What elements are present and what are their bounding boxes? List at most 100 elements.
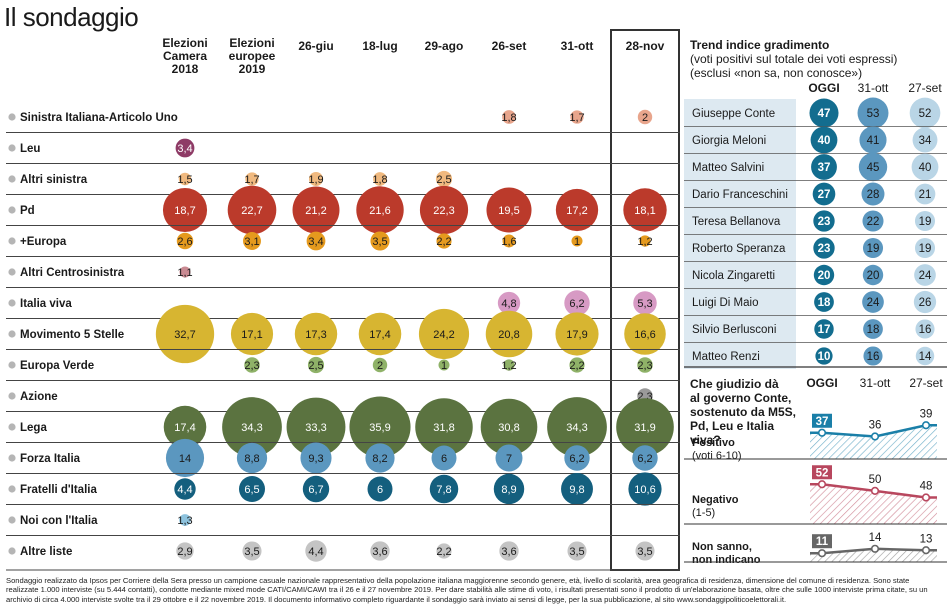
bubble-leu-0 xyxy=(175,138,195,158)
giudizio-value-box-positivo-2 xyxy=(916,406,936,421)
giudizio-value-positivo-2: 39 xyxy=(920,408,933,420)
row-label-movimento-5-stelle: Movimento 5 Stelle xyxy=(20,329,124,341)
row-bullet xyxy=(8,144,16,152)
giudizio-value-box-non-sanno-non-indicano-2 xyxy=(916,531,936,546)
bubble-label-sinistra-italiana-articolo-uno-6: 1,7 xyxy=(569,112,584,124)
row-label-leu: Leu xyxy=(20,143,40,155)
bubble-label-italia-viva-6: 6,2 xyxy=(569,298,584,310)
column-header-elezioni-europee-2019: Elezioni xyxy=(229,36,274,50)
trend-bubble-teresa-bellanova-0 xyxy=(813,210,835,232)
footnote: Sondaggio realizzato da Ipsos per Corrie… xyxy=(6,576,928,604)
trend-value-dario-franceschini-0: 27 xyxy=(818,189,831,201)
bubble-label-pd-6: 17,2 xyxy=(566,205,587,217)
bubble-label-fratelli-d-italia-2: 6,7 xyxy=(308,484,323,496)
bubble-label-movimento-5-stelle-0: 32,7 xyxy=(174,329,195,341)
bubble-label-europa-verde-1: 2,3 xyxy=(244,360,259,372)
trend-title-main: Trend indice gradimento xyxy=(690,38,830,52)
giudizio-value-box-non-sanno-non-indicano-1 xyxy=(865,529,885,544)
row-label-altri-centrosinistra: Altri Centrosinistra xyxy=(20,267,125,279)
column-header-elezioni-camera-2018: 2018 xyxy=(172,62,199,76)
giudizio-x-31-ott: 31-ott xyxy=(860,376,891,390)
giudizio-value-positivo-0: 37 xyxy=(816,416,829,428)
bubble-label-italia-viva-5: 4,8 xyxy=(501,298,516,310)
bubble-movimento-5-stelle-1 xyxy=(230,312,274,356)
giudizio-value-box-negativo-2 xyxy=(916,478,936,493)
row-label-sinistra-italiana-articolo-uno: Sinistra Italiana-Articolo Uno xyxy=(20,112,178,124)
trend-name-matteo-salvini: Matteo Salvini xyxy=(692,162,764,174)
bubble-label-lega-0: 17,4 xyxy=(174,422,195,434)
row-bullet xyxy=(8,423,16,431)
bubble-label-fratelli-d-italia-7: 10,6 xyxy=(634,484,655,496)
bubble-europa-verde-1 xyxy=(244,357,260,373)
trend-bubble-teresa-bellanova-1 xyxy=(862,210,884,232)
column-header-26-set: 26-set xyxy=(492,39,527,53)
bubble-pd-5 xyxy=(486,187,532,233)
bubble-altri-sinistra-4 xyxy=(435,170,453,188)
row-bullet xyxy=(8,330,16,338)
trend-bubble-giuseppe-conte-2 xyxy=(909,97,941,129)
bubble-label-altre-liste-7: 3,5 xyxy=(637,546,652,558)
bubble-altre-liste-6 xyxy=(567,541,587,561)
column-header-29-ago: 29-ago xyxy=(425,39,464,53)
row-bullet xyxy=(8,485,16,493)
trend-value-roberto-speranza-2: 19 xyxy=(919,243,932,255)
row-bullet xyxy=(8,175,16,183)
row-label-noi-con-l-italia: Noi con l'Italia xyxy=(20,515,98,527)
trend-bubble-dario-franceschini-1 xyxy=(861,182,885,206)
bubble-altri-sinistra-2 xyxy=(308,171,324,187)
bubble-lega-0 xyxy=(163,405,207,449)
giudizio-value-box-non-sanno-non-indicano-0 xyxy=(812,534,832,549)
bubble-label-fratelli-d-italia-3: 6 xyxy=(377,484,383,496)
trend-value-silvio-berlusconi-0: 17 xyxy=(818,324,831,336)
bubble-movimento-5-stelle-6 xyxy=(555,312,599,356)
bubble-altre-liste-5 xyxy=(499,541,519,561)
trend-bubble-matteo-renzi-1 xyxy=(863,346,883,366)
giudizio-point-non-sanno-non-indicano-1 xyxy=(870,544,880,553)
trend-value-matteo-renzi-2: 14 xyxy=(919,351,932,363)
bubble-altri-sinistra-1 xyxy=(245,172,259,186)
bubble-label-leu-0: 3,4 xyxy=(177,143,192,155)
bubble-label-forza-italia-4: 6 xyxy=(441,453,447,465)
bubble-label-lega-6: 34,3 xyxy=(566,422,587,434)
trend-column-31-ott: 31-ott xyxy=(858,81,889,95)
trend-bubble-matteo-salvini-2 xyxy=(911,153,939,181)
bubble-label-pd-0: 18,7 xyxy=(174,205,195,217)
bubble-label-altri-sinistra-1: 1,7 xyxy=(244,174,259,186)
bubble-label-movimento-5-stelle-6: 17,9 xyxy=(566,329,587,341)
bubble-altre-liste-1 xyxy=(242,541,262,561)
bubble-label-europa-verde-4: 1 xyxy=(441,360,447,372)
bubble-europa-0 xyxy=(176,232,194,250)
giudizio-point-negativo-1 xyxy=(870,486,880,495)
bubble-movimento-5-stelle-3 xyxy=(358,312,402,356)
bubble-label-fratelli-d-italia-0: 4,4 xyxy=(177,484,192,496)
giudizio-line-chart: OGGI 31-ott 27-set 37 36 39 52 50 48 11 14 13 xyxy=(684,376,947,563)
trend-name-teresa-bellanova: Teresa Bellanova xyxy=(692,216,781,228)
bubble-movimento-5-stelle-5 xyxy=(485,310,533,358)
trend-value-teresa-bellanova-2: 19 xyxy=(919,216,932,228)
bubble-altre-liste-0 xyxy=(176,542,194,560)
bubble-label-lega-2: 33,3 xyxy=(305,422,326,434)
bubble-europa-2 xyxy=(306,231,326,251)
bubble-label-altri-sinistra-3: 1,8 xyxy=(372,174,387,186)
legend-negativo: Negativo (1-5) xyxy=(692,494,738,520)
bubble-movimento-5-stelle-0 xyxy=(155,304,215,364)
bubble-europa-verde-3 xyxy=(372,357,388,373)
bubble-label-movimento-5-stelle-1: 17,1 xyxy=(241,329,262,341)
trend-value-teresa-bellanova-0: 23 xyxy=(818,216,831,228)
trend-name-panel xyxy=(684,99,796,369)
trend-value-luigi-di-maio-0: 18 xyxy=(818,297,831,309)
bubble-forza-italia-2 xyxy=(300,442,332,474)
trend-value-matteo-salvini-1: 45 xyxy=(867,162,880,174)
bubble-pd-1 xyxy=(227,185,277,235)
bubble-lega-1 xyxy=(222,397,282,457)
bubble-label-lega-7: 31,9 xyxy=(634,422,655,434)
bubble-label-lega-5: 30,8 xyxy=(498,422,519,434)
trend-bubble-roberto-speranza-1 xyxy=(862,237,884,259)
bubble-label-altre-liste-4: 2,2 xyxy=(436,546,451,558)
bubble-label-movimento-5-stelle-2: 17,3 xyxy=(305,329,326,341)
bubble-fratelli-d-italia-5 xyxy=(493,473,525,505)
row-label-altri-sinistra: Altri sinistra xyxy=(20,174,88,186)
bubble-label-forza-italia-7: 6,2 xyxy=(637,453,652,465)
giudizio-value-negativo-1: 50 xyxy=(869,474,882,486)
giudizio-area-positivo xyxy=(810,425,937,459)
